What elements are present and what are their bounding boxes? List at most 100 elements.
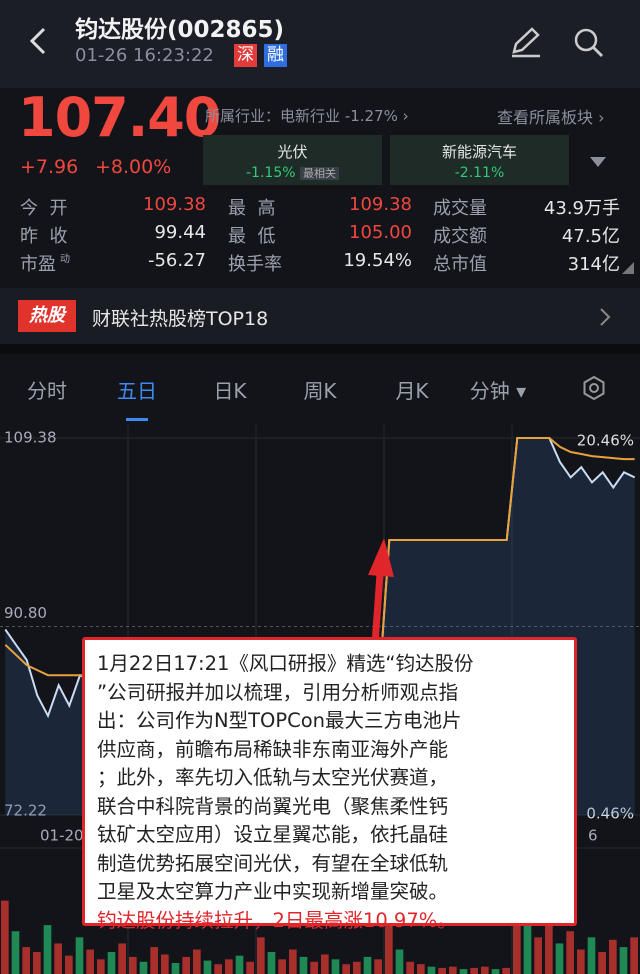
annotation-line: 1月22日17:21《风口研报》精选“钧达股份 xyxy=(97,652,474,675)
volume-bar xyxy=(43,925,52,974)
volume-bar xyxy=(406,961,414,974)
annotation-line: ；此外，率先切入低轨与太空光伏赛道， xyxy=(97,766,449,789)
edit-button[interactable] xyxy=(508,26,544,58)
volume-bar xyxy=(11,931,20,974)
back-button[interactable] xyxy=(26,26,50,56)
last-price: 107.40 xyxy=(18,86,221,149)
volume-bar xyxy=(97,959,105,974)
volume-bar xyxy=(395,949,404,974)
volume-bar xyxy=(75,937,84,974)
annotation-line: 供应商，前瞻布局稀缺非东南亚海外产能 xyxy=(97,737,449,761)
industry-label: 所属行业： xyxy=(205,107,281,125)
stat-value: 19.54% xyxy=(343,250,412,271)
volume-bar xyxy=(438,967,446,974)
annotation-box: 1月22日17:21《风口研报》精选“钧达股份 ”公司研报并加以梳理，引用分析师观… xyxy=(82,637,577,932)
annotation-line: 出：公司作为N型TOPCon最大三方电池片 xyxy=(97,709,462,732)
stat-value: 47.5亿 xyxy=(561,226,620,247)
volume-bar xyxy=(619,947,628,974)
volume-bar xyxy=(22,947,30,974)
right-tick-label: 20.46% xyxy=(577,432,634,450)
volume-bar xyxy=(225,959,233,974)
stat-label: 昨 收 xyxy=(20,226,68,247)
volume-bar xyxy=(267,952,276,974)
volume-bar xyxy=(417,964,425,974)
hot-text: 财联社热股榜TOP18 xyxy=(92,308,269,330)
y-tick-label: 72.22 xyxy=(4,802,47,820)
volume-bar xyxy=(534,937,542,974)
tab[interactable]: 分钟 ▾ xyxy=(469,379,527,403)
volume-bar xyxy=(203,960,212,974)
volume-bar xyxy=(577,949,585,974)
volume-bar xyxy=(630,937,638,974)
stock-title: 钧达股份(002865) xyxy=(75,17,285,43)
volume-bar xyxy=(257,937,265,974)
sector-card[interactable]: 新能源汽车 -2.11% xyxy=(390,135,569,185)
volume-bar xyxy=(86,949,94,974)
volume-bar xyxy=(555,943,564,974)
stat-label: 换手率 xyxy=(228,254,282,275)
annotation-line: 钛矿太空应用）设立星翼芯能，依托晶硅 xyxy=(97,823,449,846)
stat-value: 105.00 xyxy=(349,222,412,243)
price-change: +7.96 xyxy=(20,156,79,178)
volume-bar xyxy=(278,959,286,974)
tab[interactable]: 月K xyxy=(395,379,429,403)
volume-bar xyxy=(353,961,361,974)
stat-label: 成交额 xyxy=(433,226,487,247)
settings-button[interactable] xyxy=(582,376,606,400)
stat-label: 最 高 xyxy=(228,198,276,219)
y-tick-label: 109.38 xyxy=(4,429,57,447)
expand-button[interactable] xyxy=(588,155,608,169)
hot-banner[interactable] xyxy=(0,288,640,344)
volume-bar xyxy=(363,956,372,974)
stat-label: 市盈 xyxy=(20,254,56,275)
search-button[interactable] xyxy=(572,26,606,60)
sector-link[interactable]: 查看所属板块 › xyxy=(497,108,605,127)
volume-bar xyxy=(1,900,9,974)
industry-name: 电新行业 xyxy=(280,107,341,125)
hot-badge: 热股 xyxy=(18,300,76,332)
volume-bar xyxy=(427,966,436,974)
volume-bar xyxy=(246,961,254,974)
volume-bar xyxy=(171,963,180,974)
sector-card[interactable]: 光伏 -1.15% 最相关 xyxy=(203,135,382,185)
volume-bar xyxy=(566,931,574,974)
x-tick-label: 6 xyxy=(588,827,598,845)
tab[interactable]: 分时 xyxy=(27,379,67,403)
volume-bar xyxy=(310,961,318,974)
stat-label: 今 开 xyxy=(20,198,68,219)
volume-bar xyxy=(65,955,73,974)
annotation-line: ”公司研报并加以梳理，引用分析师观点指 xyxy=(97,680,459,704)
right-tick-label: 0.46% xyxy=(586,805,634,823)
volume-bar xyxy=(235,955,244,974)
tab[interactable]: 日K xyxy=(213,379,247,403)
margin-badge: 融 xyxy=(264,44,287,67)
pe-sup: 动 xyxy=(60,254,70,265)
tab[interactable]: 周K xyxy=(303,379,337,403)
industry-pct: -1.27% xyxy=(344,107,398,125)
volume-bar xyxy=(481,966,489,974)
volume-bar xyxy=(449,966,457,974)
annotation-line: 制造优势拓展空间光伏，有望在全球低轨 xyxy=(97,851,449,875)
volume-bar xyxy=(587,937,596,974)
volume-bar xyxy=(33,952,41,974)
stat-value: -56.27 xyxy=(147,250,206,271)
volume-bar xyxy=(470,967,478,974)
volume-bar xyxy=(118,943,126,974)
sector-tag: 最相关 xyxy=(299,167,339,180)
volume-bar xyxy=(107,952,116,974)
sector-link-text: 查看所属板块 xyxy=(497,108,594,127)
quote-time: 01-26 16:23:22 xyxy=(75,45,214,66)
stat-value: 99.44 xyxy=(154,222,206,243)
volume-bar xyxy=(491,969,500,974)
volume-bar xyxy=(289,949,297,974)
tab[interactable]: 五日 xyxy=(117,379,157,403)
volume-bar xyxy=(193,949,201,974)
volume-bar xyxy=(502,967,510,974)
sector-name: 新能源汽车 xyxy=(441,143,517,161)
dropdown-icon: ▾ xyxy=(509,379,527,403)
volume-bar xyxy=(385,888,393,974)
industry[interactable]: 所属行业：电新行业 -1.27% › xyxy=(205,107,409,125)
volume-bar xyxy=(299,956,308,974)
header xyxy=(0,0,640,88)
